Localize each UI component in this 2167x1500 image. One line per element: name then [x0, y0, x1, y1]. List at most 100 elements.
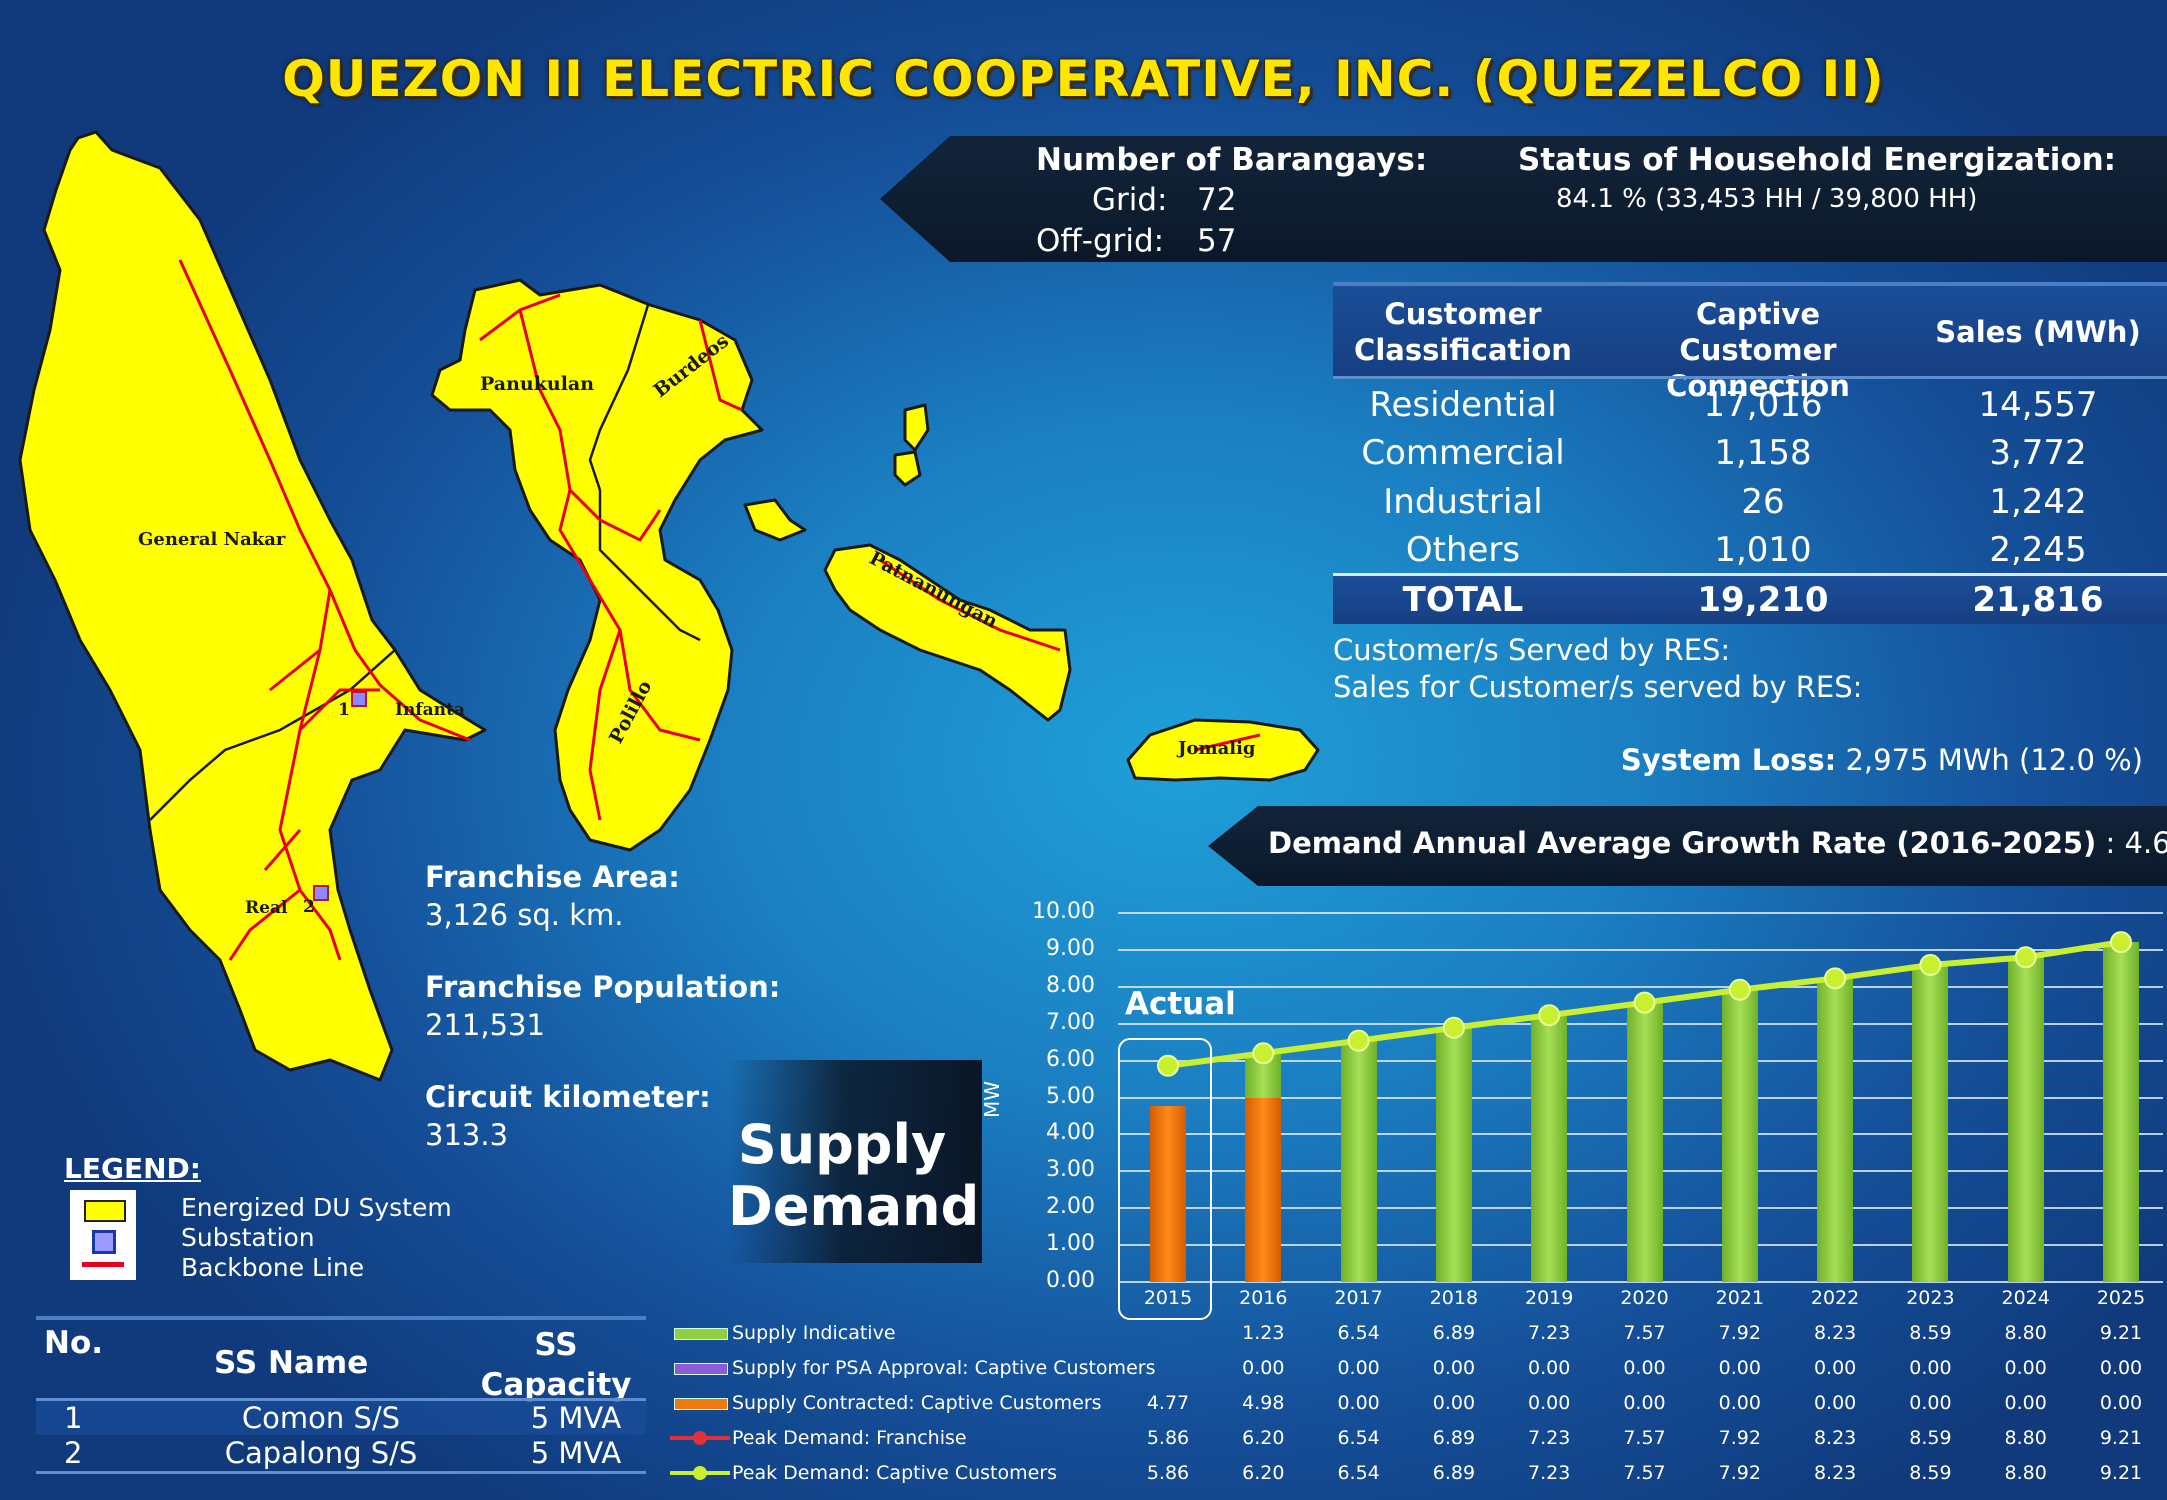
table-row: Commercial 1,158 3,772 [1361, 433, 2087, 473]
y-tick-label: 9.00 [1046, 935, 1095, 961]
data-table-value: 6.20 [1242, 1427, 1285, 1449]
data-table-value: 1.23 [1242, 1322, 1285, 1344]
x-tick-label: 2025 [2096, 1287, 2146, 1309]
data-table-value: 8.80 [2004, 1322, 2047, 1344]
ss-table-top-rule [36, 1316, 646, 1320]
y-tick-label: 8.00 [1046, 972, 1095, 998]
y-tick-label: 0.00 [1046, 1268, 1095, 1293]
grid-label: Grid: [1092, 182, 1168, 218]
table-row: 1 Comon S/S 5 MVA [36, 1401, 646, 1435]
bar-supply-indicative [1721, 989, 1758, 1282]
data-table-value: 0.00 [1528, 1392, 1571, 1414]
growth-rate: Demand Annual Average Growth Rate (2016-… [1268, 826, 2167, 860]
data-table-value: 6.54 [1337, 1462, 1380, 1484]
y-tick-label: 6.00 [1046, 1046, 1095, 1072]
ss-header-no: No. [44, 1325, 104, 1361]
data-table-value: 6.20 [1242, 1462, 1285, 1484]
data-table-value: 8.23 [1813, 1462, 1857, 1484]
data-table-value: 7.57 [1623, 1427, 1666, 1449]
data-table-value: 9.21 [2099, 1462, 2143, 1484]
actual-annotation: Actual [1125, 986, 1236, 1022]
substation-icon [92, 1230, 116, 1254]
franchise-pop-label: Franchise Population: [425, 970, 781, 1004]
table-header-rule [1333, 376, 2167, 379]
bar-supply-indicative [1340, 1040, 1377, 1282]
data-table-value: 0.00 [2099, 1357, 2143, 1379]
energization-label: Status of Household Energization: [1518, 142, 2117, 178]
res-sales-label: Sales for Customer/s served by RES: [1333, 670, 1863, 704]
data-table-value: 7.92 [1718, 1462, 1761, 1484]
data-table-value: 0.00 [1813, 1392, 1857, 1414]
ss-header-capacity: SS Capacity [480, 1327, 632, 1403]
data-table-value: 4.77 [1146, 1392, 1190, 1414]
x-tick-label: 2021 [1715, 1287, 1764, 1309]
data-table-value: 6.89 [1432, 1462, 1476, 1484]
peak-demand-point [1157, 1054, 1179, 1077]
islet [743, 498, 807, 542]
legend-supply-indicative-swatch [674, 1328, 728, 1340]
supply-demand-panel [728, 1060, 982, 1263]
ss-header-name: SS Name [214, 1345, 369, 1381]
legend-item-energized: Energized DU System [181, 1193, 452, 1222]
backbone-line-swatch [82, 1262, 124, 1267]
res-served-label: Customer/s Served by RES: [1333, 633, 1731, 667]
barangays-label: Number of Barangays: [1036, 142, 1428, 178]
table-header-bg [1333, 286, 2167, 376]
bar-supply-indicative [2103, 942, 2139, 1282]
legend-supply-contracted-swatch [674, 1398, 728, 1410]
substation-2-number: 2 [303, 897, 315, 917]
data-table-value: 8.23 [1813, 1322, 1857, 1344]
peak-demand-point [1442, 1016, 1465, 1039]
data-table-value: 0.00 [1909, 1357, 1952, 1379]
col-header-classification: Customer Classification [1354, 297, 1572, 367]
peak-demand-point [1347, 1029, 1370, 1052]
data-table-value: 5.86 [1146, 1462, 1190, 1484]
data-table-value: 0.00 [2004, 1357, 2047, 1379]
legend-item-backbone: Backbone Line [181, 1253, 365, 1282]
legend-peak-captive-swatch [670, 1466, 730, 1480]
growth-value: : 4.63 % [2105, 826, 2167, 860]
peak-demand-point [1538, 1004, 1561, 1027]
x-tick-label: 2015 [1143, 1287, 1193, 1309]
y-axis-label: MW [980, 1080, 1004, 1118]
y-tick-label: 4.00 [1046, 1120, 1095, 1146]
legend-series-name: Supply Contracted: Captive Customers [732, 1392, 1102, 1414]
map-label-panukulan: Panukulan [480, 373, 594, 395]
x-tick-label: 2018 [1429, 1287, 1479, 1309]
legend-swatch-box [70, 1190, 136, 1280]
col-header-connection: Captive Customer Connection [1666, 297, 1850, 403]
data-table-value: 5.86 [1146, 1427, 1190, 1449]
system-loss-value: 2,975 MWh (12.0 %) [1845, 743, 2143, 777]
substation-icon [351, 691, 367, 707]
energized-du-swatch [84, 1200, 126, 1222]
growth-label: Demand Annual Average Growth Rate (2016-… [1268, 826, 2097, 860]
x-tick-label: 2022 [1810, 1287, 1860, 1309]
data-table-value: 7.92 [1718, 1322, 1761, 1344]
data-table-value: 7.92 [1718, 1427, 1761, 1449]
legend-series-name: Supply for PSA Approval: Captive Custome… [732, 1357, 1156, 1379]
patnanungan-island [823, 543, 1072, 722]
data-table-value: 0.00 [1718, 1392, 1761, 1414]
data-table-value: 0.00 [1623, 1392, 1666, 1414]
growth-banner [1208, 806, 2167, 886]
data-table-value: 6.54 [1337, 1427, 1380, 1449]
data-table-value: 0.00 [1337, 1392, 1380, 1414]
table-row: Others 1,010 2,245 [1405, 530, 2087, 570]
bar-supply-contracted [1150, 1105, 1186, 1282]
bar-supply-indicative [2007, 957, 2044, 1282]
supply-demand-heading: Supply Demand [728, 1113, 980, 1238]
data-table-value: 0.00 [2004, 1392, 2047, 1414]
data-table-value: 9.21 [2099, 1322, 2143, 1344]
data-table-value: 0.00 [1432, 1357, 1476, 1379]
franchise-area-value: 3,126 sq. km. [425, 898, 624, 932]
ss-table-bottom-rule [36, 1471, 646, 1474]
page-title: QUEZON II ELECTRIC COOPERATIVE, INC. (QU… [282, 50, 1885, 108]
data-table-value: 6.89 [1432, 1322, 1476, 1344]
data-table-value: 7.57 [1623, 1322, 1666, 1344]
table-top-rule [1333, 282, 2167, 286]
actual-highlight-box [1118, 1038, 1212, 1320]
circuit-km-label: Circuit kilometer: [425, 1080, 711, 1114]
data-table-value: 8.59 [1909, 1322, 1952, 1344]
data-table-value: 7.23 [1528, 1427, 1571, 1449]
